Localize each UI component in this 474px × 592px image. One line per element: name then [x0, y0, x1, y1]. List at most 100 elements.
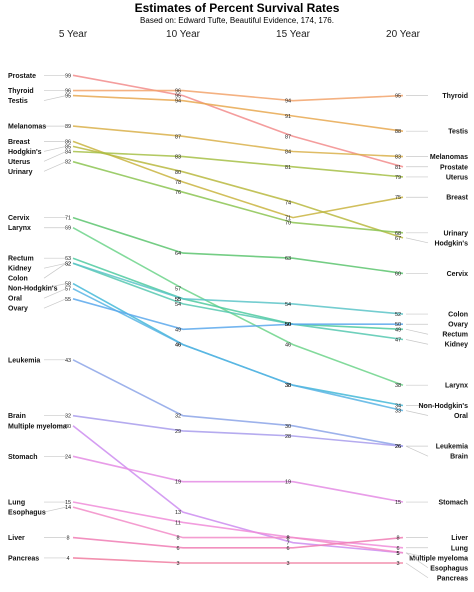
left-category-label: Colon	[8, 276, 28, 283]
value-label: 84	[285, 150, 291, 156]
series-line	[72, 506, 404, 554]
value-label: 26	[395, 444, 401, 450]
left-leader-line	[43, 506, 67, 513]
value-label: 70	[285, 221, 291, 227]
value-label: 96	[65, 89, 71, 95]
right-category-label: Melanomas	[430, 154, 468, 161]
left-category-label: Leukemia	[8, 357, 40, 364]
left-category-label: Oral	[8, 296, 22, 303]
right-category-label: Cervix	[447, 271, 469, 278]
value-label: 83	[175, 155, 181, 161]
value-label: 67	[395, 236, 401, 242]
column-header: 5 Year	[59, 29, 88, 40]
right-category-label: Colon	[448, 312, 468, 319]
left-category-label: Hodgkin's	[8, 149, 42, 156]
value-label: 32	[175, 414, 181, 420]
series-line	[72, 257, 404, 331]
chart-title: Estimates of Percent Survival Rates	[135, 1, 340, 15]
value-label: 3	[396, 561, 399, 567]
right-category-label: Prostate	[440, 164, 468, 171]
value-label: 3	[286, 561, 289, 567]
value-label: 38	[285, 383, 291, 389]
value-label: 19	[285, 480, 291, 486]
value-label: 6	[396, 546, 399, 552]
right-category-label: Liver	[451, 535, 468, 542]
series-line	[72, 140, 404, 219]
value-label: 81	[285, 165, 291, 171]
value-label: 55	[175, 297, 181, 303]
right-category-label: Ovary	[448, 322, 468, 329]
value-label: 8	[286, 536, 289, 542]
value-label: 34	[395, 404, 401, 410]
series-line	[72, 94, 404, 132]
left-category-label: Uterus	[8, 159, 30, 166]
series-line	[72, 359, 404, 447]
value-label: 63	[285, 256, 291, 262]
left-leader-line	[43, 262, 67, 279]
value-label: 76	[175, 190, 181, 196]
series-line	[72, 501, 404, 549]
value-label: 49	[395, 327, 401, 333]
right-category-label: Testis	[448, 129, 468, 136]
value-label: 38	[285, 383, 291, 389]
right-category-label: Stomach	[438, 500, 468, 507]
value-label: 78	[175, 180, 181, 186]
value-label: 13	[175, 510, 181, 516]
left-category-label: Multiple myeloma	[8, 423, 67, 430]
value-label: 50	[285, 322, 291, 328]
column-headers: 5 Year 10 Year 15 Year 20 Year	[59, 29, 421, 40]
value-label: 57	[175, 287, 181, 293]
right-leader-line	[405, 552, 429, 559]
value-label: 52	[395, 312, 401, 318]
value-label: 3	[176, 561, 179, 567]
value-label: 54	[175, 302, 181, 308]
left-leader-line	[43, 146, 67, 152]
left-category-label: Testis	[8, 98, 28, 105]
value-label: 19	[175, 480, 181, 486]
right-category-label: Thyroid	[442, 93, 468, 100]
right-category-label: Breast	[446, 195, 468, 202]
value-label: 55	[175, 297, 181, 303]
right-category-label: Lung	[451, 545, 468, 552]
left-leader-line	[43, 298, 67, 309]
right-leader-line	[405, 562, 429, 579]
right-category-label: Urinary	[443, 230, 468, 237]
series-line	[72, 227, 404, 386]
left-category-label: Esophagus	[8, 510, 46, 517]
value-label: 14	[65, 505, 71, 511]
left-leader-line	[43, 95, 67, 101]
left-leader-line	[43, 161, 67, 172]
value-label: 87	[175, 134, 181, 140]
series-lines	[72, 74, 404, 564]
value-label: 95	[65, 94, 71, 100]
value-label: 88	[395, 129, 401, 135]
value-label: 91	[285, 114, 291, 120]
value-label: 5	[396, 551, 399, 557]
left-category-label: Pancreas	[8, 555, 39, 562]
right-category-label: Hodgkin's	[434, 240, 468, 247]
value-label: 43	[65, 358, 71, 364]
left-category-label: Stomach	[8, 454, 38, 461]
value-label: 30	[285, 424, 291, 430]
left-leader-line	[43, 262, 67, 269]
value-label: 62	[65, 261, 71, 267]
value-label: 55	[65, 297, 71, 303]
value-label: 81	[395, 165, 401, 171]
left-category-label: Melanomas	[8, 124, 46, 131]
left-category-label: Brain	[8, 413, 26, 420]
right-category-label: Non-Hodgkin's	[419, 403, 469, 410]
value-label: 32	[65, 414, 71, 420]
value-label: 68	[395, 231, 401, 237]
left-leader-line	[43, 151, 67, 162]
series-line	[72, 262, 404, 315]
value-label: 94	[285, 99, 291, 105]
left-category-labels: Prostate Thyroid Testis Melanomas Breast Hodg…	[8, 73, 67, 563]
value-label: 69	[65, 226, 71, 232]
value-label: 94	[175, 99, 181, 105]
value-label: 50	[285, 322, 291, 328]
value-label: 15	[65, 500, 71, 506]
value-label: 11	[175, 520, 181, 526]
column-header: 10 Year	[166, 29, 201, 40]
series-line	[72, 74, 404, 168]
